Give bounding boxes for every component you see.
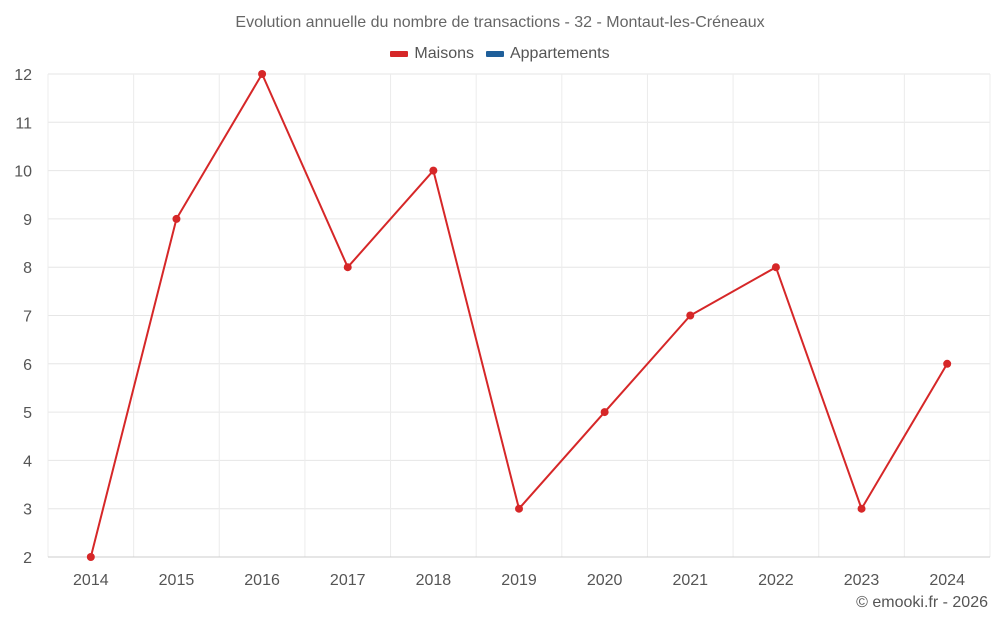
- data-point-2024: [943, 359, 952, 368]
- x-tick-label-2018: 2018: [416, 572, 452, 589]
- chart-legend: Maisons Appartements: [0, 45, 1000, 63]
- data-point-2020: [600, 408, 609, 417]
- x-tick-label-2024: 2024: [929, 572, 965, 589]
- x-tick-label-2022: 2022: [758, 572, 794, 589]
- x-tick-label-2014: 2014: [73, 572, 109, 589]
- credit-text: © emooki.fr - 2026: [856, 594, 988, 611]
- legend-swatch-maisons: [390, 51, 409, 57]
- y-tick-label-5: 5: [23, 405, 32, 422]
- x-tick-label-2023: 2023: [844, 572, 880, 589]
- x-tick-label-2017: 2017: [330, 572, 366, 589]
- y-tick-label-10: 10: [14, 164, 32, 181]
- x-tick-label-2015: 2015: [159, 572, 195, 589]
- x-tick-label-2021: 2021: [672, 572, 708, 589]
- y-tick-label-6: 6: [23, 357, 32, 374]
- data-point-2016: [258, 70, 267, 78]
- chart-title: Evolution annuelle du nombre de transact…: [235, 14, 765, 31]
- data-point-2022: [771, 263, 780, 272]
- y-tick-label-12: 12: [14, 67, 32, 84]
- x-tick-label-2019: 2019: [501, 572, 537, 589]
- legend-label-appartements: Appartements: [509, 45, 610, 62]
- data-point-2015: [172, 214, 181, 223]
- y-tick-label-2: 2: [23, 550, 32, 567]
- legend-label-maisons: Maisons: [414, 45, 474, 62]
- data-point-2023: [857, 504, 866, 513]
- legend-swatch-appartements: [485, 51, 504, 57]
- y-tick-label-11: 11: [15, 115, 32, 132]
- legend-item-appartements[interactable]: Appartements: [485, 45, 610, 63]
- y-tick-label-7: 7: [23, 309, 32, 326]
- data-point-2019: [515, 504, 523, 513]
- data-point-2018: [429, 166, 438, 175]
- y-tick-label-9: 9: [23, 212, 32, 229]
- legend-item-maisons[interactable]: Maisons: [390, 45, 474, 63]
- data-point-2021: [686, 311, 695, 320]
- y-tick-label-4: 4: [23, 453, 32, 470]
- y-tick-label-3: 3: [23, 502, 32, 519]
- data-point-2017: [343, 263, 352, 272]
- x-tick-label-2020: 2020: [587, 572, 623, 589]
- data-point-2014: [86, 553, 95, 561]
- x-tick-label-2016: 2016: [244, 572, 280, 589]
- y-tick-label-8: 8: [23, 260, 32, 277]
